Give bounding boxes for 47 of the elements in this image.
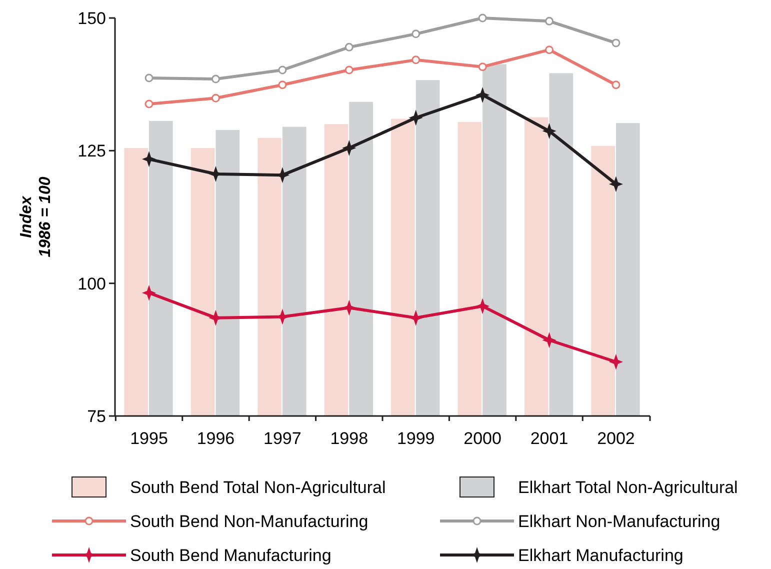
point bbox=[608, 176, 623, 192]
point bbox=[408, 110, 423, 126]
x-tick-label: 2000 bbox=[464, 429, 502, 448]
y-tick-label: 125 bbox=[78, 142, 106, 161]
x-tick-label: 1999 bbox=[396, 429, 435, 448]
point bbox=[342, 140, 356, 156]
legend-label: Elkhart Non-Manufacturing bbox=[518, 512, 720, 531]
point bbox=[342, 300, 356, 316]
legend-label: Elkhart Total Non-Agricultural bbox=[518, 478, 738, 497]
point bbox=[542, 123, 556, 140]
point bbox=[545, 16, 554, 26]
point bbox=[476, 86, 490, 103]
point bbox=[545, 46, 554, 54]
y-tick-label: 150 bbox=[78, 8, 106, 28]
x-tick-label: 1996 bbox=[196, 429, 235, 448]
point bbox=[612, 80, 620, 90]
legend-label: South Bend Non-Manufacturing bbox=[130, 512, 368, 531]
y-tick-label: 75 bbox=[87, 406, 106, 426]
y-tick-label: 100 bbox=[78, 274, 106, 294]
point bbox=[408, 310, 423, 326]
x-tick-label: 1997 bbox=[264, 429, 302, 448]
point bbox=[211, 94, 220, 102]
legend-label: Elkhart Manufacturing bbox=[518, 546, 684, 565]
x-tick-label: 2001 bbox=[530, 429, 568, 448]
x-tick-label: 1998 bbox=[330, 429, 368, 448]
point bbox=[478, 14, 487, 22]
point bbox=[344, 42, 354, 52]
point bbox=[278, 66, 287, 74]
point bbox=[412, 56, 420, 64]
point bbox=[144, 74, 154, 82]
point bbox=[278, 80, 287, 90]
point bbox=[476, 298, 490, 314]
point bbox=[144, 100, 154, 108]
point bbox=[612, 38, 620, 48]
point bbox=[608, 354, 623, 370]
legend-label: South Bend Total Non-Agricultural bbox=[130, 478, 386, 497]
y-axis-title: Index 1986 = 100 bbox=[18, 176, 54, 258]
point bbox=[412, 30, 420, 38]
point bbox=[478, 62, 487, 72]
x-tick-label: 1995 bbox=[130, 429, 168, 448]
legend-label: South Bend Manufacturing bbox=[130, 546, 332, 565]
point bbox=[542, 332, 556, 348]
point bbox=[211, 74, 220, 84]
x-tick-label: 2002 bbox=[597, 429, 635, 448]
point bbox=[142, 151, 156, 168]
point bbox=[142, 284, 156, 301]
point bbox=[344, 66, 354, 74]
